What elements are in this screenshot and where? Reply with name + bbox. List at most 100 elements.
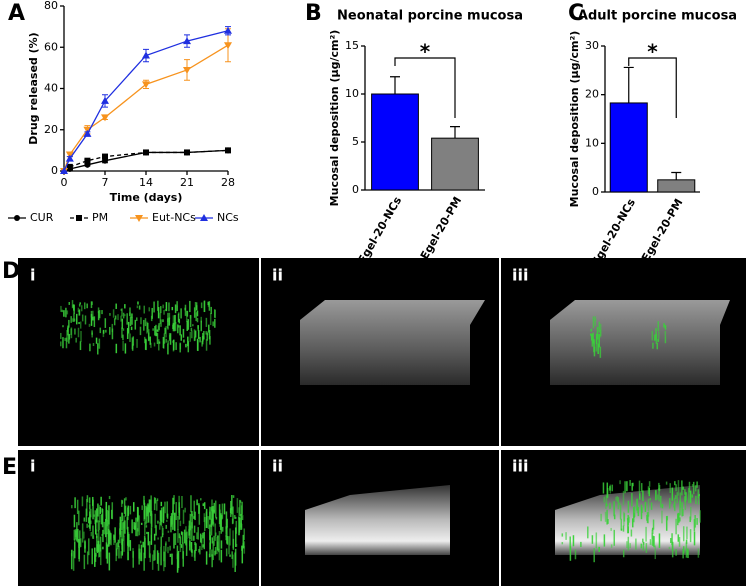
- speckle: [691, 495, 694, 498]
- tissue-render: [300, 300, 485, 385]
- speckle: [691, 484, 694, 487]
- bar: [609, 102, 648, 193]
- speckle: [133, 522, 135, 530]
- speckle: [192, 324, 194, 327]
- y-axis-label: Mucosal deposition (µg/cm²): [328, 30, 341, 207]
- marker: [102, 153, 108, 160]
- speckle: [688, 488, 690, 504]
- speckle: [72, 318, 74, 322]
- speckle: [695, 495, 697, 505]
- speckle: [149, 336, 152, 345]
- speckle: [68, 301, 71, 305]
- speckle: [193, 516, 195, 519]
- speckle: [609, 486, 611, 491]
- speckle: [186, 321, 188, 331]
- marker: [143, 149, 149, 156]
- speckle: [674, 501, 676, 512]
- speckle: [626, 541, 628, 549]
- speckle: [136, 506, 139, 522]
- speckle: [198, 505, 201, 525]
- speckle: [211, 509, 214, 523]
- x-tick-label: 14: [139, 176, 153, 189]
- speckle: [124, 520, 126, 534]
- speckle: [79, 538, 82, 548]
- speckle: [153, 533, 156, 541]
- speckle: [592, 316, 595, 329]
- speckle: [163, 545, 165, 562]
- speckle: [141, 505, 143, 511]
- speckle: [88, 538, 90, 556]
- speckle: [605, 503, 607, 509]
- speckle: [234, 515, 236, 519]
- marker: [183, 37, 191, 45]
- speckle: [232, 554, 234, 568]
- significance-bracket: [628, 57, 677, 118]
- speckle: [243, 528, 245, 541]
- speckle: [645, 543, 648, 553]
- speckle: [122, 328, 125, 331]
- speckle: [208, 301, 211, 311]
- speckle: [177, 324, 179, 334]
- speckle: [164, 327, 166, 334]
- speckle: [63, 310, 65, 317]
- subpanel-label: iii: [512, 266, 528, 285]
- speckle: [211, 505, 213, 512]
- speckle: [98, 310, 101, 319]
- speckle: [196, 338, 199, 351]
- speckle: [649, 498, 651, 501]
- speckle: [153, 301, 155, 313]
- speckle: [243, 541, 246, 554]
- speckle: [129, 312, 131, 316]
- speckle: [682, 549, 684, 559]
- speckle: [151, 554, 154, 570]
- speckle: [694, 515, 696, 528]
- speckle: [629, 543, 631, 549]
- speckle: [169, 545, 171, 551]
- speckle: [144, 318, 147, 327]
- speckle: [159, 312, 162, 325]
- speckle: [228, 536, 230, 555]
- speckle: [220, 513, 222, 530]
- speckle: [143, 502, 146, 520]
- speckle: [106, 509, 109, 527]
- speckle: [136, 305, 139, 309]
- speckle: [232, 495, 235, 498]
- speckle: [695, 485, 697, 492]
- speckle: [90, 520, 92, 524]
- speckle: [674, 481, 676, 486]
- speckle: [229, 554, 231, 557]
- speckle: [74, 328, 76, 335]
- speckle: [685, 539, 688, 544]
- speckle: [102, 546, 104, 550]
- speckle: [176, 553, 179, 573]
- speckle: [101, 310, 103, 315]
- speckle: [167, 327, 169, 330]
- speckle: [62, 337, 64, 349]
- speckle: [189, 513, 192, 531]
- speckle: [620, 528, 623, 531]
- speckle: [78, 540, 80, 548]
- speckle: [598, 321, 601, 333]
- y-tick-label: 10: [585, 136, 599, 149]
- speckle: [650, 502, 653, 510]
- speckle: [697, 489, 700, 499]
- marker: [66, 163, 73, 170]
- speckle: [603, 496, 606, 503]
- speckle: [593, 338, 595, 353]
- speckle: [197, 330, 200, 339]
- speckle: [620, 518, 623, 530]
- speckle: [639, 493, 641, 500]
- speckle: [180, 531, 183, 535]
- speckle: [572, 535, 575, 547]
- speckle: [561, 533, 564, 537]
- speckle: [120, 315, 122, 322]
- marker: [76, 215, 82, 221]
- speckle: [142, 541, 144, 548]
- speckle: [146, 321, 148, 334]
- speckle: [179, 537, 182, 553]
- speckle: [108, 552, 111, 571]
- speckle: [196, 532, 198, 540]
- speckle: [229, 528, 231, 546]
- speckle: [91, 301, 93, 306]
- speckle: [122, 522, 124, 542]
